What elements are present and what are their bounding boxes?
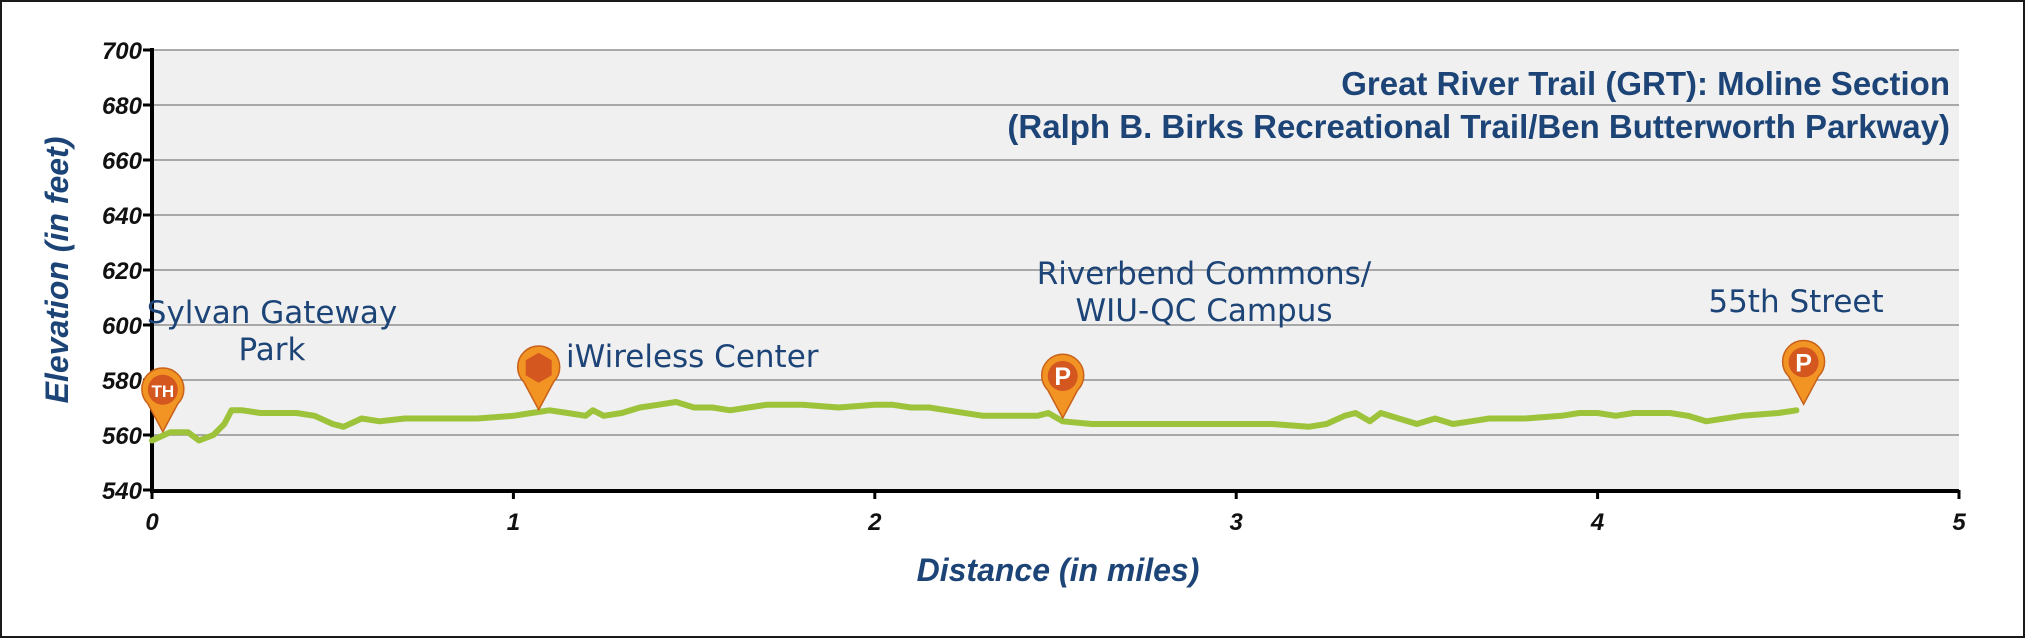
- poi-marker-parking: P: [1041, 353, 1085, 420]
- x-tick-label: 2: [867, 509, 882, 536]
- x-tick-label: 0: [145, 509, 159, 536]
- x-tick-label: 5: [1952, 509, 1966, 536]
- y-tick-label: 620: [102, 258, 143, 285]
- x-tick-label: 3: [1230, 509, 1244, 536]
- poi-marker-hexagon: [516, 345, 561, 412]
- parking-icon: [1047, 361, 1078, 391]
- chart-subtitle: (Ralph B. Birks Recreational Trail/Ben B…: [1007, 108, 1950, 145]
- y-tick-label: 580: [102, 368, 143, 395]
- y-tick-label: 600: [102, 313, 143, 340]
- elevation-line: [149, 399, 1800, 444]
- x-axis-title: Distance (in miles): [917, 552, 1200, 588]
- marker-letter: TH: [152, 382, 175, 401]
- poi-label: Park: [239, 332, 306, 368]
- chart-title: Great River Trail (GRT): Moline Section: [1341, 65, 1950, 102]
- x-tick-label: 1: [507, 509, 520, 536]
- y-tick-label: 660: [102, 148, 143, 175]
- parking-icon: [1788, 347, 1819, 378]
- x-tick-label: 4: [1590, 509, 1604, 536]
- y-axis-ticks: 540 560 580 600 620 640 660 680 700: [102, 38, 152, 505]
- grid-lines: [152, 49, 1959, 436]
- x-axis-ticks: 0 1 2 3 4 5: [145, 490, 1966, 536]
- poi-label: WIU-QC Campus: [1075, 293, 1332, 329]
- hexagon-icon: [525, 352, 552, 383]
- y-tick-label: 540: [102, 478, 143, 505]
- y-axis-title: Elevation (in feet): [39, 137, 75, 404]
- marker-letter: P: [1795, 349, 1812, 377]
- poi-label: 55th Street: [1708, 284, 1883, 320]
- marker-letter: P: [1054, 363, 1071, 391]
- y-tick-label: 700: [102, 38, 143, 65]
- y-tick-label: 680: [102, 93, 143, 120]
- y-tick-label: 560: [102, 423, 143, 450]
- trailhead-icon: [147, 374, 178, 405]
- poi-marker-parking: P: [1781, 339, 1826, 406]
- poi-label: Riverbend Commons/: [1037, 256, 1372, 292]
- poi-label: iWireless Center: [566, 339, 819, 375]
- poi-label: Sylvan Gateway: [147, 295, 397, 331]
- poi-marker-trailhead: TH: [141, 367, 185, 434]
- y-tick-label: 640: [102, 203, 143, 230]
